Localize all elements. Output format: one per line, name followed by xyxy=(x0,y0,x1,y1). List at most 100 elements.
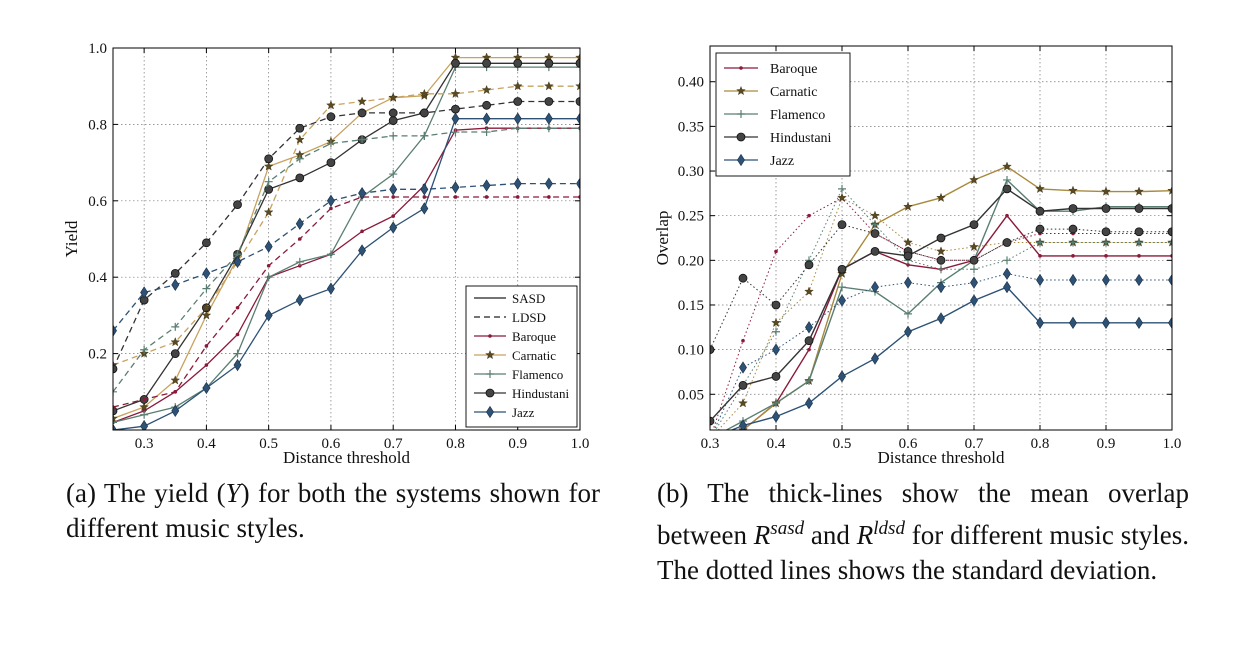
b-jazz-mean-point-6 xyxy=(904,325,912,338)
a-hindustani-ldsd-point-7 xyxy=(326,112,336,122)
a-xtick-label-0-5: 0.5 xyxy=(259,436,278,452)
a-hindustani-sasd-point-7 xyxy=(326,158,336,168)
a-hindustani-ldsd-point-13 xyxy=(513,97,523,106)
a-jazz-ldsd-point-5 xyxy=(264,240,273,253)
b-baroque-mean-point-3 xyxy=(807,347,811,352)
b-plot-frame xyxy=(709,45,1173,431)
a-jazz-sasd-point-7 xyxy=(326,282,335,295)
a-jazz-sasd-point-6 xyxy=(295,293,304,307)
b-x-axis-label: Distance threshold xyxy=(878,448,1005,467)
b-hindustani-std-point-9 xyxy=(1002,238,1012,247)
b-hindustani-mean-point-7 xyxy=(936,233,946,243)
b-hindustani-std-point-14 xyxy=(1167,227,1172,237)
a-baroque-ldsd-point-7 xyxy=(329,206,333,211)
b-ytick-label-0-20: 0.20 xyxy=(678,253,704,269)
b-carnatic-std-point-1 xyxy=(738,398,748,408)
b-hindustani-std-line xyxy=(710,224,1172,350)
b-flamenco-std-line xyxy=(714,188,1172,430)
b-carnatic-std-point-4 xyxy=(837,192,847,202)
b-flamenco-mean-point-4 xyxy=(838,283,846,292)
a-xtick-label-0-8: 0.8 xyxy=(446,436,465,452)
a-hindustani-sasd-point-14 xyxy=(544,58,554,68)
b-xtick-label-0-6: 0.6 xyxy=(899,436,918,452)
b-flamenco-std-point-14 xyxy=(1168,238,1172,247)
a-baroque-ldsd-point-2 xyxy=(173,390,178,394)
b-carnatic-mean-point-10 xyxy=(1035,183,1045,193)
b-hindustani-std-point-2 xyxy=(771,300,781,310)
a-hindustani-sasd-point-5 xyxy=(264,184,274,194)
a-xtick-label-0-7: 0.7 xyxy=(384,436,403,452)
overlap-chart: 0.3 0.4 0.5 0.6 0.7 0.8 0.9 1.0 0.05 0.10 0.15 0.20… xyxy=(653,45,1181,467)
b-flamenco-mean-point-3 xyxy=(805,376,813,385)
a-jazz-ldsd-point-14 xyxy=(544,177,553,190)
b-hindustani-mean-point-2 xyxy=(771,372,781,381)
a-ytick-label-0-8: 0.8 xyxy=(88,117,107,133)
b-baroque-std-point-1 xyxy=(741,338,745,343)
b-jazz-std-point-10 xyxy=(1036,273,1044,287)
b-xtick-label-0-3: 0.3 xyxy=(701,436,720,452)
b-ytick-label-0-30: 0.30 xyxy=(678,164,704,180)
b-hindustani-std-point-7 xyxy=(936,255,946,265)
a-jazz-sasd-line xyxy=(113,118,580,430)
b-hindustani-mean-point-11 xyxy=(1068,204,1078,213)
a-carnatic-ldsd-point-6 xyxy=(294,134,305,144)
caption-a: (a) The yield (Y) for both the systems s… xyxy=(66,476,600,546)
b-xtick-label-0-7: 0.7 xyxy=(965,436,984,452)
a-flamenco-ldsd-point-9 xyxy=(389,131,398,140)
b-flamenco-std-point-7 xyxy=(937,265,945,274)
a-legend-marker-baroque xyxy=(488,334,492,338)
b-hindustani-mean-point-0 xyxy=(710,416,715,426)
a-jazz-ldsd-point-8 xyxy=(358,187,367,200)
b-baroque-mean-point-9 xyxy=(1005,213,1009,218)
a-legend: SASD LDSD Baroque Carnatic Flamenco Hindustan… xyxy=(465,285,578,428)
b-flamenco-mean-point-6 xyxy=(904,309,912,318)
a-carnatic-ldsd-line xyxy=(113,85,580,366)
b-jazz-std-point-8 xyxy=(970,276,978,289)
b-jazz-std-point-3 xyxy=(805,321,813,334)
a-jazz-ldsd-point-10 xyxy=(420,183,429,196)
a-carnatic-ldsd-point-14 xyxy=(544,81,554,91)
a-flamenco-sasd-point-4 xyxy=(233,349,242,358)
a-jazz-sasd-point-3 xyxy=(202,381,211,395)
caption-b-symbol-2: R xyxy=(856,520,874,550)
b-hindustani-mean-point-10 xyxy=(1035,206,1045,216)
b-legend-marker-carnatic xyxy=(736,85,746,96)
b-carnatic-mean-point-8 xyxy=(969,174,979,185)
a-carnatic-sasd-point-1 xyxy=(139,402,149,412)
a-xtick-label-0-6: 0.6 xyxy=(322,436,341,452)
a-jazz-ldsd-point-1 xyxy=(140,286,149,299)
a-jazz-sasd-point-15 xyxy=(576,112,580,125)
a-carnatic-ldsd-point-8 xyxy=(357,96,367,106)
a-baroque-ldsd-line xyxy=(113,196,580,408)
a-hindustani-ldsd-point-4 xyxy=(233,200,242,210)
b-hindustani-mean-point-9 xyxy=(1002,184,1012,194)
a-hindustani-ldsd-point-15 xyxy=(575,97,580,106)
b-legend-label-carnatic: Carnatic xyxy=(770,85,817,100)
b-flamenco-mean-point-9 xyxy=(1003,175,1011,184)
b-hindustani-std-point-12 xyxy=(1101,227,1111,237)
b-legend-marker-hindustani xyxy=(736,132,746,142)
a-ytick-label-0-2: 0.2 xyxy=(88,347,107,363)
caption-b-text-2: and xyxy=(804,520,857,550)
caption-b: (b) The thick-lines show the mean overla… xyxy=(657,476,1189,588)
a-baroque-ldsd-point-14 xyxy=(547,195,551,199)
b-baroque-mean-point-13 xyxy=(1137,254,1141,258)
b-jazz-mean-point-1 xyxy=(739,419,747,430)
b-jazz-std-point-14 xyxy=(1168,273,1172,287)
b-ytick-label-0-10: 0.10 xyxy=(678,343,704,359)
a-hindustani-sasd-point-0 xyxy=(113,406,118,416)
b-hindustani-std-point-11 xyxy=(1068,224,1078,234)
b-xtick-label-0-9: 0.9 xyxy=(1097,436,1116,452)
b-flamenco-std-point-2 xyxy=(772,327,780,336)
b-jazz-mean-point-12 xyxy=(1102,316,1110,329)
b-jazz-mean-point-5 xyxy=(871,352,879,365)
a-ytick-label-0-6: 0.6 xyxy=(88,194,107,210)
caption-a-text-1: The yield ( xyxy=(103,478,226,508)
b-carnatic-std-point-6 xyxy=(903,237,913,247)
a-flamenco-ldsd-point-15 xyxy=(576,124,580,133)
b-jazz-mean-point-10 xyxy=(1036,316,1044,329)
a-baroque-ldsd-point-11 xyxy=(453,195,458,199)
a-baroque-ldsd-point-3 xyxy=(204,344,209,348)
a-hindustani-sasd-line xyxy=(113,62,580,412)
a-carnatic-ldsd-point-2 xyxy=(170,337,181,347)
